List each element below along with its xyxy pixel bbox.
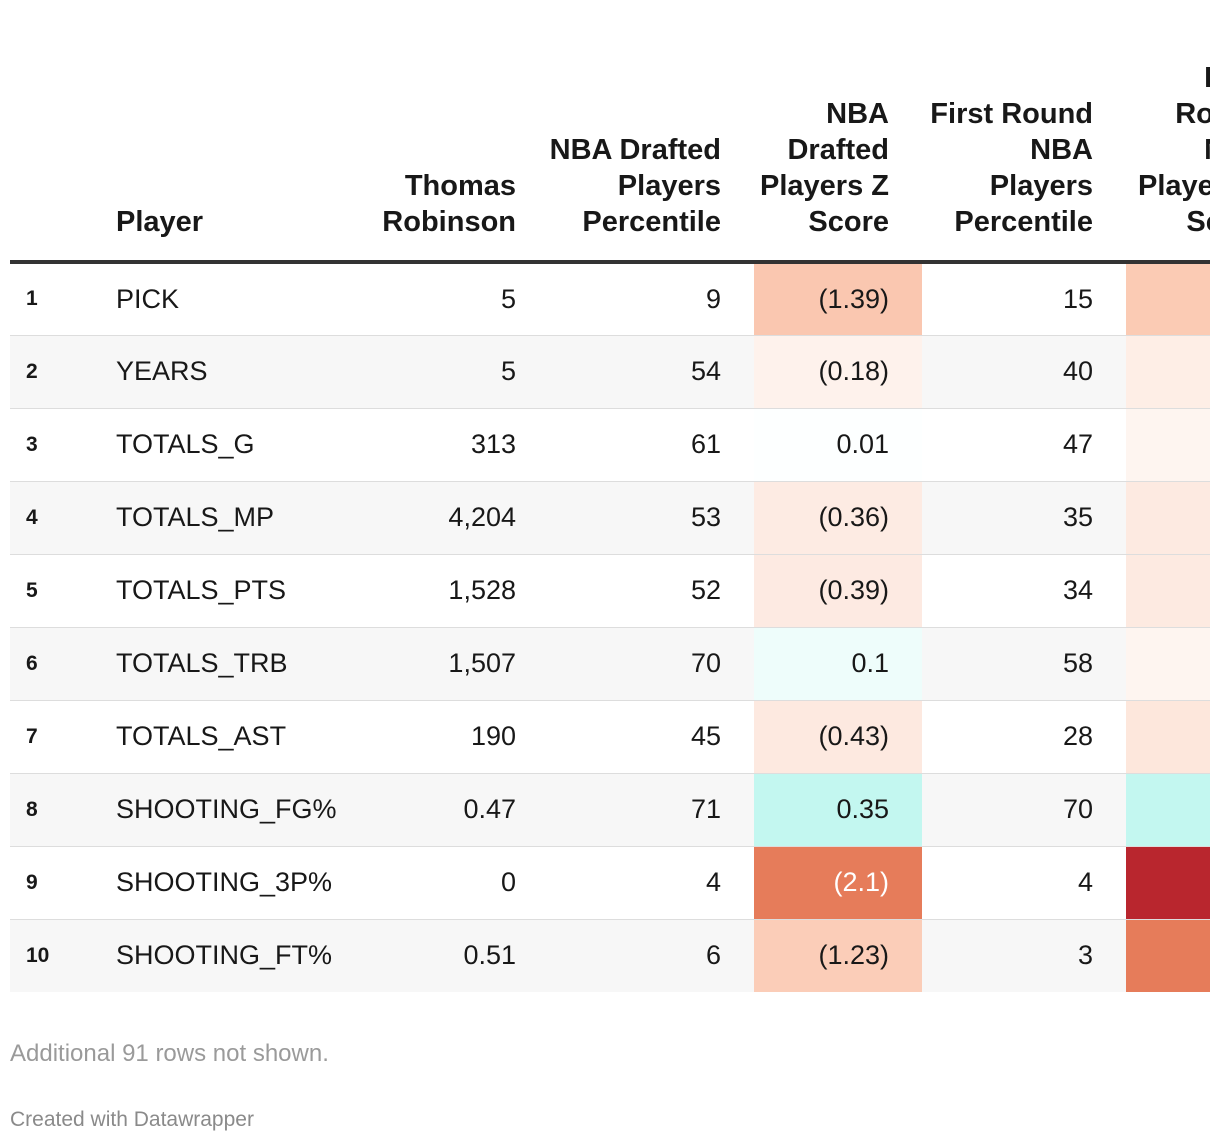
stat-name: TOTALS_MP: [116, 481, 334, 555]
first-round-z-score-cell: (0: [1126, 627, 1210, 701]
percentile-cell: 70: [549, 627, 754, 701]
first-round-percentile-cell: 3: [922, 919, 1126, 992]
percentile-cell: 54: [549, 335, 754, 409]
stat-name: SHOOTING_3P%: [116, 846, 334, 920]
stat-name: PICK: [116, 262, 334, 336]
first-round-percentile-cell: 40: [922, 335, 1126, 409]
table-container: Player Thomas Robinson NBA Drafted Playe…: [10, 0, 1210, 1146]
row-index: 1: [10, 262, 116, 336]
row-index: 2: [10, 335, 116, 409]
row-index: 4: [10, 481, 116, 555]
header-first-round-z-score[interactable]: First Round NBA Players Z Score: [1126, 0, 1210, 264]
first-round-z-score-cell: (1: [1126, 262, 1210, 336]
z-score-cell: (0.18): [754, 335, 922, 409]
first-round-percentile-cell: 15: [922, 262, 1126, 336]
row-index: 3: [10, 408, 116, 482]
first-round-z-score-cell: (: [1126, 773, 1210, 847]
stat-name: TOTALS_AST: [116, 700, 334, 774]
first-round-percentile-cell: 34: [922, 554, 1126, 628]
player-value: 190: [334, 700, 549, 774]
percentile-cell: 6: [549, 919, 754, 992]
z-score-cell: 0.01: [754, 408, 922, 482]
player-value: 1,528: [334, 554, 549, 628]
z-score-cell: (2.1): [754, 846, 922, 920]
first-round-percentile-cell: 28: [922, 700, 1126, 774]
player-value: 313: [334, 408, 549, 482]
player-value: 1,507: [334, 627, 549, 701]
row-index: 7: [10, 700, 116, 774]
credit-link[interactable]: Created with Datawrapper: [10, 1108, 254, 1131]
first-round-z-score-cell: (0: [1126, 554, 1210, 628]
player-value: 4,204: [334, 481, 549, 555]
player-value: 0: [334, 846, 549, 920]
percentile-cell: 61: [549, 408, 754, 482]
row-index: 8: [10, 773, 116, 847]
first-round-z-score-cell: (2: [1126, 919, 1210, 992]
z-score-cell: (1.23): [754, 919, 922, 992]
row-index: 9: [10, 846, 116, 920]
z-score-cell: (0.36): [754, 481, 922, 555]
first-round-z-score-cell: (0: [1126, 335, 1210, 409]
stat-name: SHOOTING_FG%: [116, 773, 337, 847]
header-index: [10, 0, 116, 264]
header-player[interactable]: Player: [116, 0, 334, 264]
first-round-z-score-cell: (: [1126, 408, 1210, 482]
z-score-cell: (1.39): [754, 262, 922, 336]
z-score-cell: (0.43): [754, 700, 922, 774]
first-round-percentile-cell: 58: [922, 627, 1126, 701]
z-score-cell: (0.39): [754, 554, 922, 628]
header-row: Player Thomas Robinson NBA Drafted Playe…: [10, 0, 1210, 264]
stat-name: YEARS: [116, 335, 334, 409]
first-round-percentile-cell: 70: [922, 773, 1126, 847]
stat-name: TOTALS_G: [116, 408, 334, 482]
header-z-score[interactable]: NBA Drafted Players Z Score: [754, 0, 922, 264]
stat-name: TOTALS_PTS: [116, 554, 334, 628]
row-index: 6: [10, 627, 116, 701]
percentile-cell: 71: [549, 773, 754, 847]
first-round-z-score-cell: (0: [1126, 700, 1210, 774]
first-round-percentile-cell: 47: [922, 408, 1126, 482]
first-round-z-score-cell: (2: [1126, 846, 1210, 920]
percentile-cell: 45: [549, 700, 754, 774]
z-score-cell: 0.35: [754, 773, 922, 847]
player-value: 5: [334, 262, 549, 336]
z-score-cell: 0.1: [754, 627, 922, 701]
percentile-cell: 4: [549, 846, 754, 920]
first-round-percentile-cell: 35: [922, 481, 1126, 555]
stat-name: TOTALS_TRB: [116, 627, 334, 701]
first-round-z-score-cell: (0: [1126, 481, 1210, 555]
first-round-percentile-cell: 4: [922, 846, 1126, 920]
table-body: 1PICK59(1.39)15(12YEARS554(0.18)40(03TOT…: [10, 262, 1210, 992]
stat-name: SHOOTING_FT%: [116, 919, 334, 992]
header-first-round-percentile[interactable]: First Round NBA Players Percentile: [922, 0, 1126, 264]
player-value: 0.47: [334, 773, 549, 847]
header-value[interactable]: Thomas Robinson: [334, 0, 549, 264]
player-value: 5: [334, 335, 549, 409]
data-table: Player Thomas Robinson NBA Drafted Playe…: [10, 0, 1210, 992]
row-index: 10: [10, 919, 116, 992]
percentile-cell: 52: [549, 554, 754, 628]
percentile-cell: 9: [549, 262, 754, 336]
table-notes: Additional 91 rows not shown.: [10, 1040, 329, 1067]
row-index: 5: [10, 554, 116, 628]
percentile-cell: 53: [549, 481, 754, 555]
player-value: 0.51: [334, 919, 549, 992]
header-percentile[interactable]: NBA Drafted Players Percentile: [549, 0, 754, 264]
